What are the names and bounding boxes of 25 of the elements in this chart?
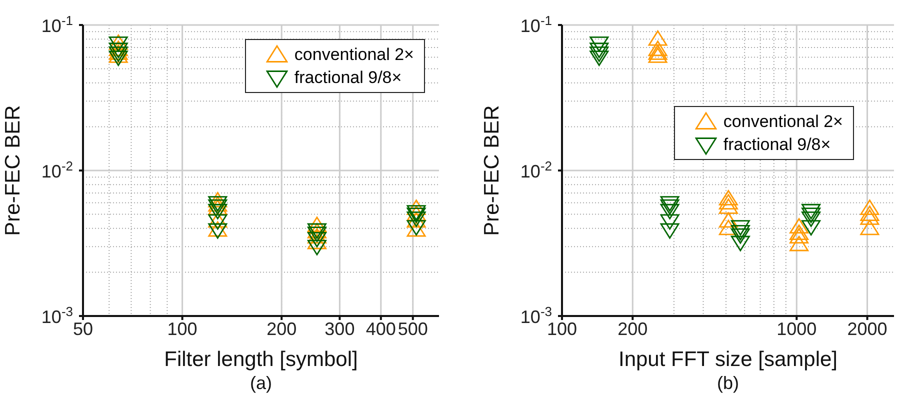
x-tick-label: 200 [266, 318, 297, 339]
y-axis-title: Pre-FEC BER [480, 105, 504, 236]
y-tick-label: 10$^{-1}$ [41, 12, 73, 36]
y-tick-label: 10$^{-2}$ [41, 158, 73, 182]
x-tick-label: 500 [398, 318, 428, 339]
text: (b) [716, 373, 740, 394]
x-tick-label: 200 [618, 318, 648, 339]
x-tick-label: 50 [72, 318, 94, 339]
x-tick-label: 300 [324, 318, 355, 339]
y-axis-title: Pre-FEC BER [1, 105, 24, 236]
x-tick-label: 2000 [847, 318, 888, 339]
legend-label: conventional 2× [723, 112, 843, 132]
y-tick-label: 10$^{-3}$ [41, 304, 73, 327]
x-tick-label: 400 [366, 318, 396, 339]
x-axis-title: Input FFT size [sample] [618, 348, 838, 371]
legend-label: fractional 9/8× [723, 134, 831, 155]
x-tick-label: 100 [546, 318, 578, 339]
x-tick-label: 100 [167, 318, 198, 339]
text: (a) [249, 373, 273, 394]
y-tick-label: 10$^{-2}$ [520, 158, 552, 182]
legend-label: fractional 9/8× [294, 68, 402, 88]
legend-label: conventional 2× [294, 44, 414, 64]
x-tick-label: 1000 [776, 318, 817, 339]
y-tick-label: 10$^{-1}$ [520, 12, 552, 36]
x-axis-title: Filter length [symbol] [164, 348, 358, 371]
